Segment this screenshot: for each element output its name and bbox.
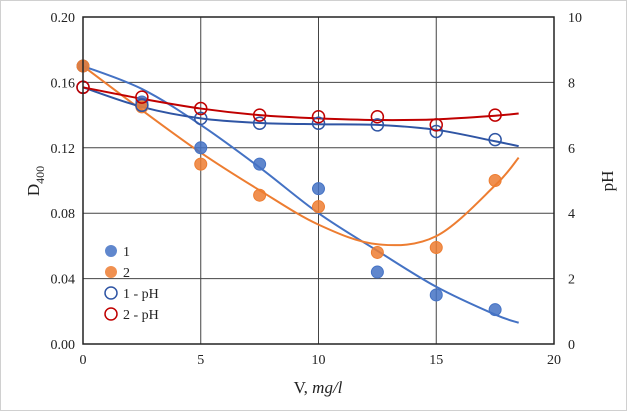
data-point: [311, 109, 326, 124]
data-point: [312, 182, 325, 196]
data-point: [429, 124, 443, 139]
data-point: [488, 174, 502, 187]
data-point: [488, 132, 502, 147]
data-point: [194, 141, 208, 155]
data-point: [370, 118, 385, 132]
data-point: [135, 90, 149, 104]
y2-tick-label: 0: [568, 338, 575, 353]
data-point: [370, 265, 384, 279]
data-point: [194, 157, 208, 171]
legend-marker: [104, 286, 118, 300]
legend-label: 2 - pH: [123, 308, 159, 323]
x-tick-label: 20: [547, 353, 561, 368]
data-point: [252, 108, 267, 122]
data-point: [253, 157, 267, 171]
data-point: [135, 98, 149, 113]
data-point: [429, 288, 443, 302]
y-tick-label: 0.16: [51, 76, 76, 91]
y-tick-label: 0.12: [51, 142, 76, 157]
data-point: [194, 101, 208, 116]
data-point: [253, 188, 267, 202]
x-tick-label: 5: [197, 353, 204, 368]
x-axis-label: V, mg/l: [294, 378, 343, 397]
x-tick-label: 15: [429, 353, 443, 368]
y-tick-label: 0.08: [51, 207, 76, 222]
data-point: [488, 303, 502, 317]
y2-tick-label: 8: [568, 76, 575, 91]
trendline-1: [82, 65, 520, 324]
data-point: [370, 109, 385, 124]
y2-tick-label: 10: [568, 11, 582, 26]
data-point: [194, 111, 208, 126]
data-point: [370, 245, 384, 259]
legend-label: 1 - pH: [123, 287, 159, 302]
legend-marker: [105, 245, 117, 257]
legend-label: 1: [123, 245, 130, 260]
data-point: [429, 241, 443, 255]
plot-frame: [82, 16, 555, 345]
y-axis-label: D400: [24, 166, 47, 196]
data-point: [252, 116, 267, 131]
x-tick-label: 0: [80, 353, 87, 368]
legend-marker: [105, 266, 117, 278]
trendline-1-pH: [82, 86, 519, 148]
y-tick-label: 0.04: [51, 273, 76, 288]
y2-axis-label: pH: [598, 171, 617, 192]
data-point: [311, 116, 326, 131]
y2-tick-label: 2: [568, 273, 575, 288]
y-tick-label: 0.20: [51, 11, 76, 26]
data-point: [429, 118, 443, 132]
y2-tick-label: 6: [568, 142, 575, 157]
legend: 1 2 1 - pH 2 - pH: [104, 245, 159, 323]
y-tick-label: 0.00: [51, 338, 76, 353]
legend-marker: [104, 307, 118, 321]
x-tick-label: 10: [312, 353, 326, 368]
y2-tick-label: 4: [568, 207, 575, 222]
trendline-2: [82, 65, 520, 247]
trendline-2-pH: [82, 86, 519, 122]
data-point: [488, 108, 502, 122]
legend-label: 2: [123, 266, 130, 281]
data-point: [312, 200, 325, 214]
